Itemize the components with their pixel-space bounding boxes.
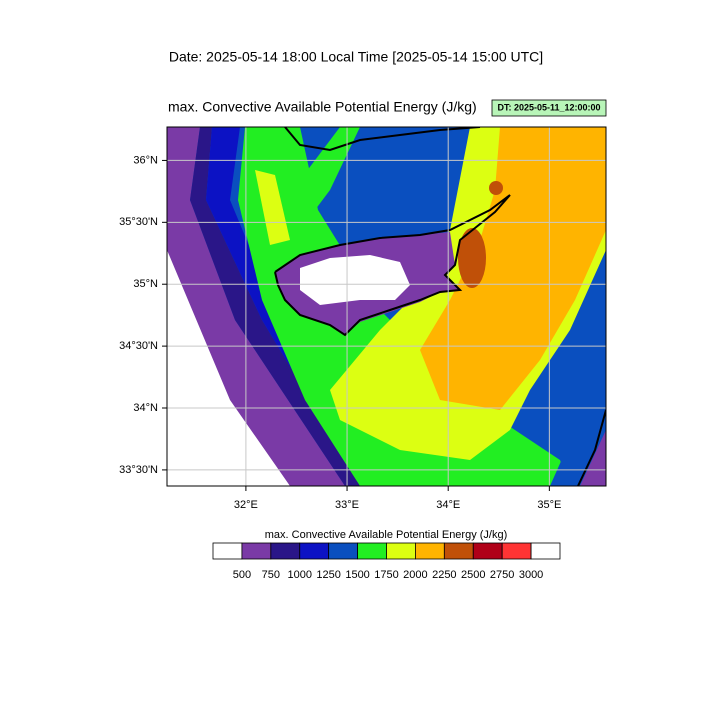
colorbar-box bbox=[299, 542, 330, 560]
x-tick-label: 35°E bbox=[537, 499, 561, 511]
dt-label: DT: 2025-05-11_12:00:00 bbox=[497, 102, 600, 112]
x-tick-label: 34°E bbox=[436, 499, 460, 511]
field-indigo bbox=[190, 127, 362, 486]
y-tick-label: 34°30'N bbox=[119, 340, 158, 352]
coastline-levant bbox=[577, 409, 606, 486]
field-brown-2 bbox=[489, 181, 503, 195]
colorbar-box bbox=[357, 542, 387, 560]
colorbar-title: max. Convective Available Potential Ener… bbox=[265, 529, 508, 541]
colorbar-box bbox=[386, 542, 416, 560]
plot-title: max. Convective Available Potential Ener… bbox=[168, 99, 477, 115]
colorbar: 500 750 1000 1250 1500 1750 2000 2250 2500 2750 30… bbox=[212, 542, 561, 581]
field bbox=[167, 127, 606, 486]
field-blue bbox=[206, 127, 380, 486]
coastline-cyprus bbox=[274, 194, 511, 337]
y-tick-label: 34°N bbox=[133, 402, 158, 414]
colorbar-label: 2250 bbox=[432, 569, 456, 581]
field-yellow-2 bbox=[255, 170, 290, 245]
colorbar-label: 1750 bbox=[374, 569, 398, 581]
field-orange bbox=[420, 127, 606, 410]
dt-box bbox=[491, 99, 607, 117]
colorbar-box bbox=[415, 542, 445, 560]
y-tick-label: 36°N bbox=[133, 154, 158, 166]
colorbar-box bbox=[530, 542, 561, 560]
colorbar-box bbox=[328, 542, 358, 560]
x-tick-label: 32°E bbox=[234, 499, 258, 511]
colorbar-label: 1000 bbox=[288, 569, 312, 581]
colorbar-box bbox=[501, 542, 532, 560]
y-tick-label: 35°30'N bbox=[119, 216, 158, 228]
colorbar-box bbox=[241, 542, 272, 560]
island-white bbox=[300, 255, 410, 305]
colorbar-label: 1500 bbox=[345, 569, 369, 581]
colorbar-label: 500 bbox=[233, 569, 251, 581]
colorbar-label: 2750 bbox=[490, 569, 514, 581]
colorbar-box bbox=[212, 542, 243, 560]
date-line: Date: 2025-05-14 18:00 Local Time [2025-… bbox=[169, 49, 543, 65]
x-tick-label: 33°E bbox=[335, 499, 359, 511]
field-green-2 bbox=[285, 127, 360, 230]
axes: 32°E 33°E 34°E 35°E 33°30'N 34°N 34°30'N 35°N 35… bbox=[119, 127, 606, 511]
y-tick-label: 35°N bbox=[133, 278, 158, 290]
colorbar-box bbox=[270, 542, 301, 560]
colorbar-label: 2000 bbox=[403, 569, 427, 581]
y-tick-label: 33°30'N bbox=[119, 464, 158, 476]
colorbar-label: 750 bbox=[262, 569, 280, 581]
field-purple-corner bbox=[580, 430, 606, 486]
plot-frame bbox=[166, 126, 607, 487]
field-white bbox=[167, 250, 290, 486]
colorbar-label: 3000 bbox=[519, 569, 543, 581]
colorbar-box bbox=[443, 542, 474, 560]
coastline-turkey bbox=[284, 127, 481, 152]
colorbar-label: 2500 bbox=[461, 569, 485, 581]
field-green bbox=[238, 127, 570, 486]
colorbar-label: 1250 bbox=[316, 569, 340, 581]
field-brown bbox=[458, 228, 486, 288]
colorbar-box bbox=[472, 542, 503, 560]
